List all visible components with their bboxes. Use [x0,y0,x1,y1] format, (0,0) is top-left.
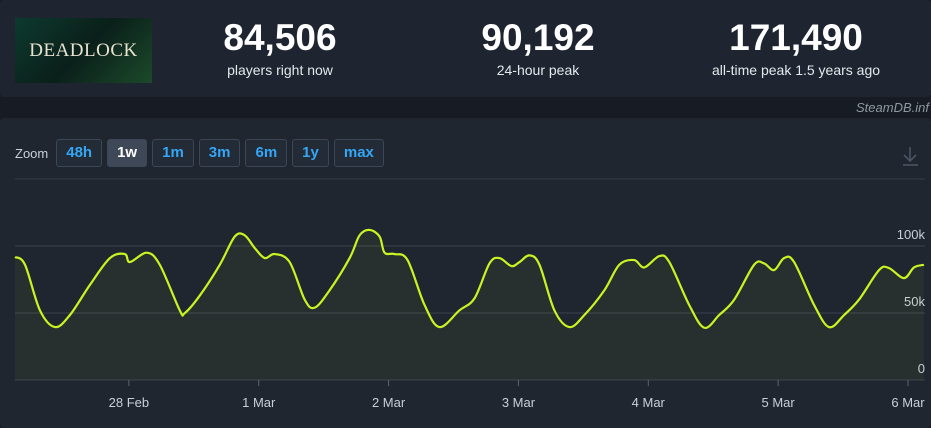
zoom-button[interactable]: 6m [245,139,288,167]
y-tick-label: 100k [897,227,926,242]
chart-panel [0,118,931,428]
stat: 171,490 all-time peak 1.5 years ago [686,17,906,79]
download-icon[interactable] [903,147,918,166]
y-tick-label: 0 [918,361,925,376]
header: DEADLOCK 84,506 players right now 90,192 2… [0,0,931,97]
zoom-bar: Zoom 48h 1w 1m 3m 6m 1y max [15,139,384,167]
stat-label: 24-hour peak [496,62,580,78]
stat-label: all-time peak 1.5 years ago [711,62,881,78]
zoom-button[interactable]: max [333,139,384,167]
zoom-button[interactable]: 3m [198,139,241,167]
stat: 90,192 24-hour peak [428,17,648,79]
x-tick-label: 1 Mar [242,395,276,410]
zoom-button[interactable]: 1y [292,139,329,167]
stat-value: 90,192 [481,17,595,58]
stat: 84,506 players right now [170,17,390,79]
x-tick-label: 2 Mar [372,395,406,410]
x-tick-label: 3 Mar [502,395,536,410]
stat-value: 84,506 [223,17,337,58]
zoom-button[interactable]: 1m [152,139,194,167]
game-logo[interactable]: DEADLOCK [15,18,152,83]
source-link[interactable]: SteamDB.inf [856,100,929,115]
x-tick-label: 5 Mar [762,395,796,410]
y-tick-label: 50k [904,294,925,309]
x-tick-label: 6 Mar [891,395,925,410]
stat-label: players right now [227,62,333,78]
x-tick-label: 4 Mar [632,395,666,410]
chart: 0 50k 100k 28 Feb 1 Mar 2 Mar 3 Mar 4 Mar 5 Mar 6… [14,147,926,410]
zoom-button[interactable]: 48h [56,139,103,167]
stat-value: 171,490 [729,17,863,58]
zoom-label: Zoom [15,145,49,161]
line [14,228,925,329]
zoom-button[interactable]: 1w [107,139,148,167]
x-tick-label: 28 Feb [109,395,149,410]
